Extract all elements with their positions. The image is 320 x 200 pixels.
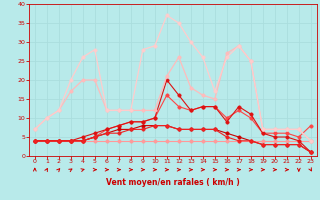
X-axis label: Vent moyen/en rafales ( km/h ): Vent moyen/en rafales ( km/h ) [106, 178, 240, 187]
